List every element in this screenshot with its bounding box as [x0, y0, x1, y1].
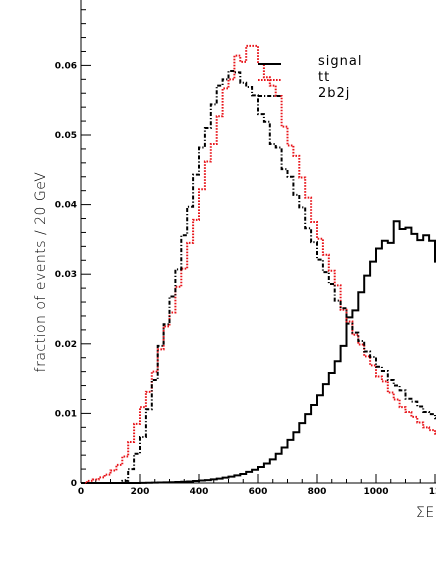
y-tick-label: 0.06	[55, 61, 77, 71]
y-tick-label: 0.05	[55, 131, 77, 141]
x-tick-label: 400	[190, 487, 209, 497]
x-axis-title: ΣE	[416, 505, 435, 521]
y-tick-label: 0.04	[55, 201, 77, 211]
y-axis-title: fraction of events / 20 GeV	[33, 172, 49, 373]
x-tick-label: 600	[249, 487, 268, 497]
x-tick-label: 200	[131, 487, 150, 497]
series-2b2j-line	[81, 69, 436, 484]
series-signal-line	[81, 220, 436, 484]
legend-label-tt: tt	[318, 70, 330, 85]
legend-label-signal: signal	[318, 54, 362, 69]
y-tick-label: 0	[71, 479, 77, 489]
y-tick-label: 0.01	[55, 409, 77, 419]
x-tick-label: 0	[78, 487, 84, 497]
legend-label-2b2j: 2b2j	[318, 86, 350, 101]
x-tick-label: 12	[429, 487, 436, 497]
y-tick-label: 0.02	[55, 340, 77, 350]
series-group	[81, 44, 436, 484]
x-tick-label: 1000	[363, 487, 388, 497]
x-tick-label: 800	[308, 487, 327, 497]
series-tt-line	[81, 44, 436, 484]
y-tick-label: 0.03	[55, 270, 77, 280]
